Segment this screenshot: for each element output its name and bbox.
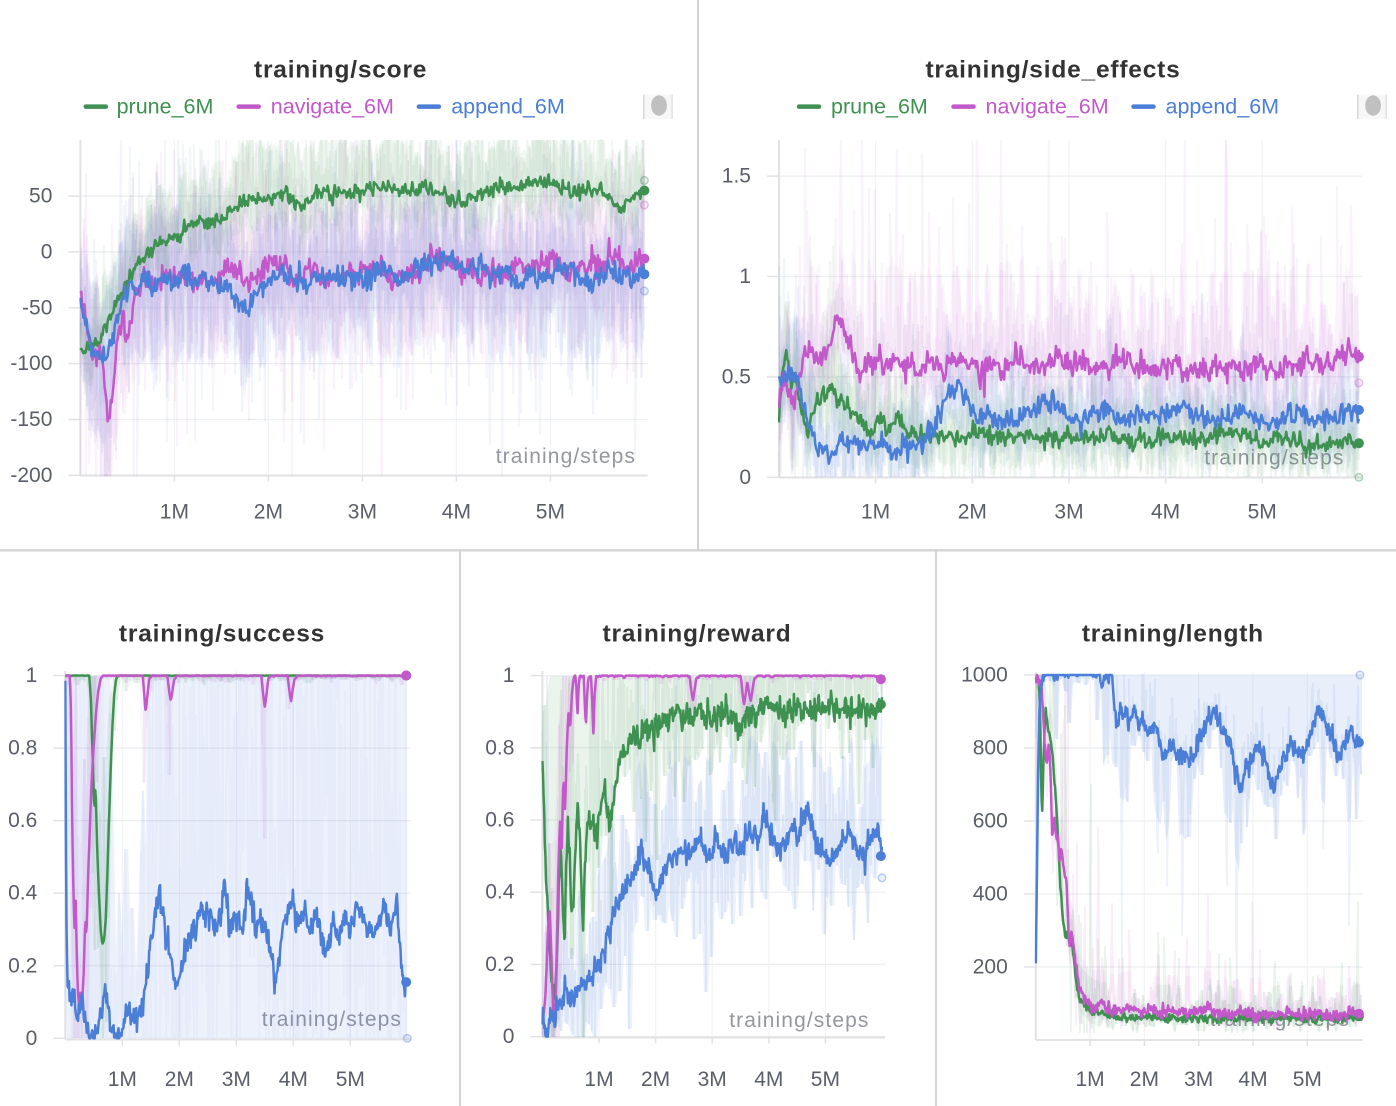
svg-text:training/score: training/score <box>254 57 427 84</box>
svg-text:0.2: 0.2 <box>485 953 514 976</box>
svg-text:training/reward: training/reward <box>603 621 792 648</box>
svg-text:800: 800 <box>973 737 1008 760</box>
svg-text:50: 50 <box>29 185 52 208</box>
svg-text:training/steps: training/steps <box>262 1008 402 1031</box>
svg-text:4M: 4M <box>442 500 471 523</box>
svg-text:400: 400 <box>973 883 1008 906</box>
svg-text:3M: 3M <box>348 500 377 523</box>
svg-text:2M: 2M <box>641 1068 670 1091</box>
svg-text:0: 0 <box>739 466 751 489</box>
svg-text:prune_6M: prune_6M <box>117 95 214 119</box>
svg-text:5M: 5M <box>536 500 565 523</box>
svg-text:200: 200 <box>973 956 1008 979</box>
svg-text:0.6: 0.6 <box>485 809 514 832</box>
svg-text:1M: 1M <box>108 1068 137 1091</box>
svg-text:3M: 3M <box>1184 1068 1213 1091</box>
svg-text:0.2: 0.2 <box>8 954 37 977</box>
svg-text:2M: 2M <box>958 500 987 523</box>
svg-text:append_6M: append_6M <box>451 95 565 119</box>
svg-text:1: 1 <box>26 664 38 687</box>
svg-text:training/success: training/success <box>119 621 325 648</box>
svg-text:1.5: 1.5 <box>722 165 751 188</box>
svg-text:0.5: 0.5 <box>722 365 751 388</box>
svg-text:1000: 1000 <box>961 664 1008 687</box>
svg-text:1: 1 <box>503 664 515 687</box>
svg-text:3M: 3M <box>1054 500 1083 523</box>
svg-text:2M: 2M <box>254 500 283 523</box>
svg-text:2M: 2M <box>165 1068 194 1091</box>
svg-text:0.4: 0.4 <box>485 881 515 904</box>
svg-text:0.4: 0.4 <box>8 882 38 905</box>
svg-text:1M: 1M <box>584 1068 613 1091</box>
svg-text:2M: 2M <box>1130 1068 1159 1091</box>
svg-text:4M: 4M <box>1151 500 1180 523</box>
svg-text:5M: 5M <box>811 1068 840 1091</box>
svg-text:5M: 5M <box>336 1068 365 1091</box>
svg-text:1M: 1M <box>160 500 189 523</box>
svg-text:navigate_6M: navigate_6M <box>986 95 1109 119</box>
svg-text:0: 0 <box>26 1027 38 1050</box>
svg-text:0: 0 <box>41 240 53 263</box>
svg-text:0.8: 0.8 <box>8 737 37 760</box>
svg-text:-100: -100 <box>10 352 52 375</box>
svg-text:1M: 1M <box>1076 1068 1105 1091</box>
svg-text:3M: 3M <box>222 1068 251 1091</box>
svg-text:0.8: 0.8 <box>485 736 514 759</box>
svg-text:training/steps: training/steps <box>1204 447 1344 470</box>
svg-text:5M: 5M <box>1248 500 1277 523</box>
svg-text:-200: -200 <box>10 464 52 487</box>
svg-text:4M: 4M <box>754 1068 783 1091</box>
svg-text:-50: -50 <box>22 296 52 319</box>
svg-text:training/side_effects: training/side_effects <box>925 57 1180 84</box>
svg-text:navigate_6M: navigate_6M <box>271 95 394 119</box>
svg-text:training/steps: training/steps <box>496 445 636 468</box>
svg-text:1M: 1M <box>861 500 890 523</box>
svg-text:training/length: training/length <box>1082 621 1264 648</box>
svg-text:4M: 4M <box>1238 1068 1267 1091</box>
svg-text:training/steps: training/steps <box>729 1009 869 1032</box>
svg-text:append_6M: append_6M <box>1166 95 1280 119</box>
svg-text:1: 1 <box>739 265 751 288</box>
svg-text:600: 600 <box>973 810 1008 833</box>
svg-text:5M: 5M <box>1293 1068 1322 1091</box>
svg-text:4M: 4M <box>279 1068 308 1091</box>
svg-text:0: 0 <box>503 1025 515 1048</box>
svg-text:prune_6M: prune_6M <box>831 95 928 119</box>
svg-text:-150: -150 <box>10 408 52 431</box>
svg-text:0.6: 0.6 <box>8 809 37 832</box>
svg-text:3M: 3M <box>698 1068 727 1091</box>
